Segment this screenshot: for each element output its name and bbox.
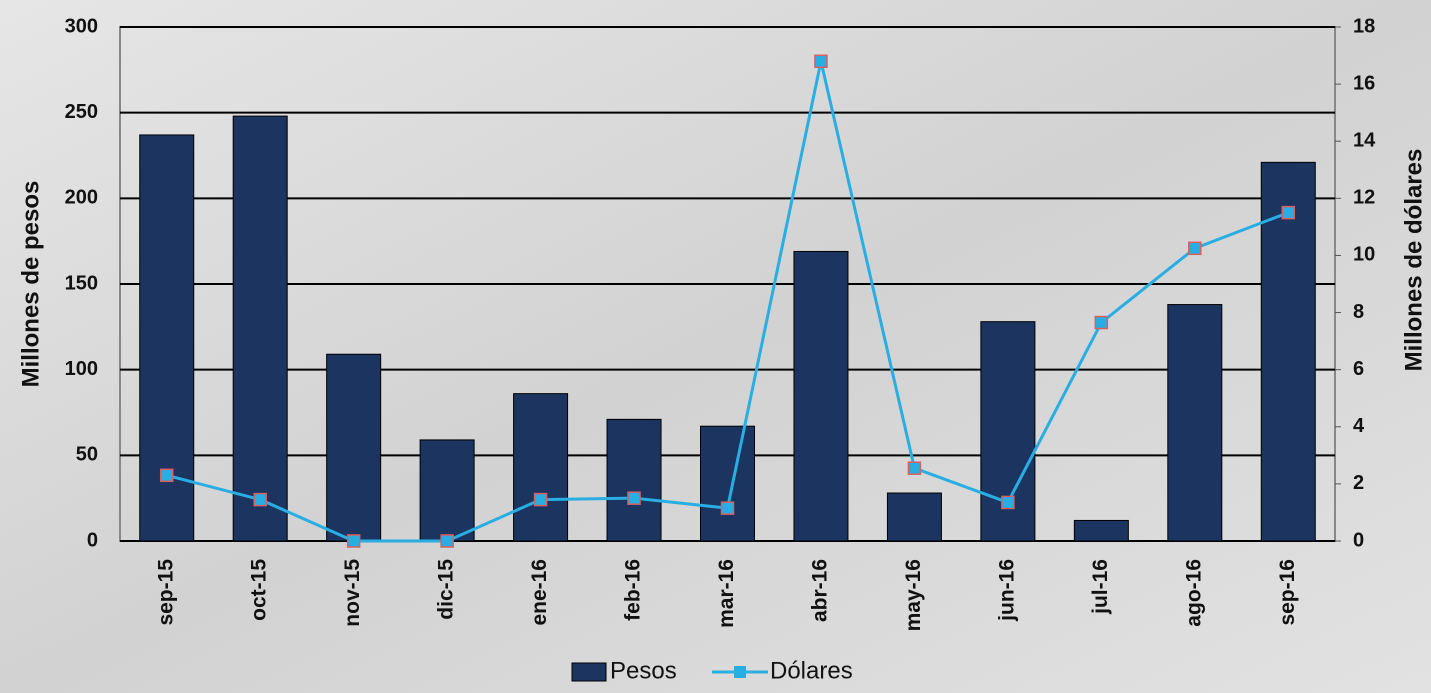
x-tick-label: may-16	[902, 559, 925, 631]
marker	[1188, 241, 1202, 256]
marker	[1281, 205, 1296, 220]
x-tick-label: feb-16	[622, 559, 645, 621]
marker	[907, 461, 922, 475]
y2-tick-label: 6	[1353, 358, 1364, 380]
x-tick-label: jul-16	[1089, 559, 1112, 615]
bar	[513, 393, 569, 542]
y2-tick-label: 16	[1353, 72, 1375, 94]
y-tick-label: 50	[76, 444, 98, 466]
marker	[627, 491, 641, 505]
y-tick-label: 150	[65, 272, 98, 294]
marker	[440, 534, 454, 548]
bar	[1260, 161, 1316, 542]
bar	[419, 439, 475, 542]
x-tick-label: oct-15	[248, 559, 271, 621]
y-tick-label: 0	[87, 529, 98, 551]
x-tick-label: dic-15	[435, 559, 458, 620]
y2-tick-label: 4	[1353, 415, 1365, 437]
x-tick-label: ago-16	[1182, 559, 1205, 627]
x-tick-label: abr-16	[809, 559, 832, 622]
y2-tick-label: 2	[1353, 472, 1364, 494]
marker	[533, 492, 548, 507]
x-tick-label: jun-16	[995, 559, 1018, 622]
legend-swatch	[571, 662, 607, 682]
bar	[606, 418, 662, 542]
y2-tick-label: 0	[1353, 529, 1364, 551]
bar	[1167, 304, 1223, 542]
y2-tick-label: 12	[1353, 187, 1375, 209]
x-tick-label: nov-15	[341, 559, 364, 627]
marker	[1001, 495, 1015, 510]
x-tick-label: mar-16	[715, 559, 738, 628]
y-tick-label: 100	[65, 358, 98, 380]
y-axis-label: Millones de pesos	[17, 181, 44, 388]
marker	[346, 534, 361, 548]
marker	[159, 468, 174, 483]
y2-tick-label: 8	[1353, 301, 1364, 323]
bar	[232, 115, 288, 542]
marker	[720, 501, 735, 515]
marker	[1094, 315, 1109, 330]
legend-marker	[734, 666, 746, 678]
y2-tick-label: 18	[1353, 15, 1375, 37]
bar	[1073, 519, 1129, 542]
y2-tick-label: 14	[1353, 130, 1376, 152]
bar	[886, 492, 942, 542]
y-tick-label: 300	[65, 15, 98, 37]
bar	[326, 353, 382, 542]
x-tick-label: ene-16	[528, 559, 551, 626]
marker	[814, 54, 828, 69]
legend-label: Dólares	[770, 657, 853, 684]
x-tick-label: sep-16	[1276, 559, 1299, 626]
y2-axis-label: Millones de dólares	[1400, 149, 1427, 372]
x-tick-label: sep-15	[154, 559, 177, 626]
bar	[700, 425, 755, 542]
y-tick-label: 200	[65, 187, 98, 209]
y-tick-label: 250	[65, 101, 98, 123]
legend-label: Pesos	[610, 657, 677, 684]
marker	[253, 492, 267, 507]
y2-tick-label: 10	[1353, 244, 1375, 266]
bar	[793, 250, 849, 542]
